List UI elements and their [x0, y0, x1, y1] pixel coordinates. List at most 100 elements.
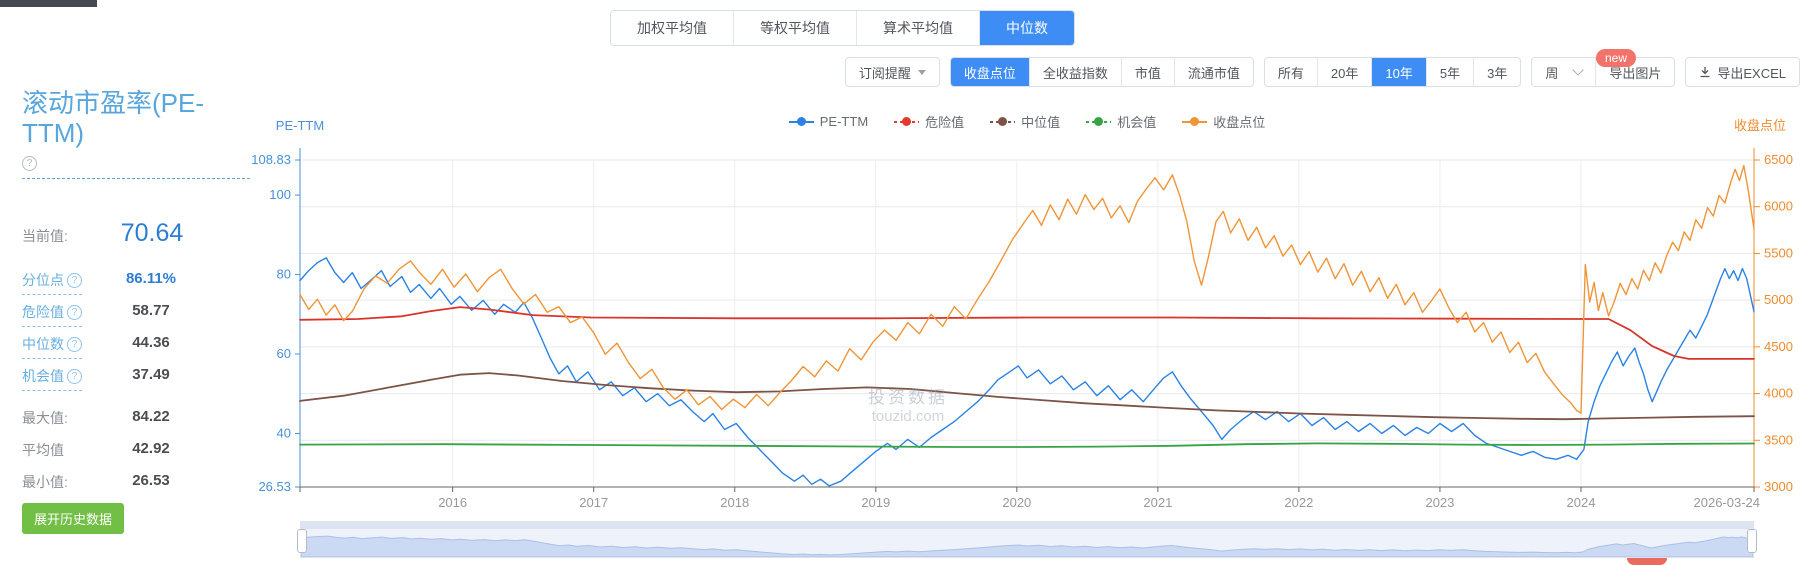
top-left-fragment	[0, 0, 97, 7]
stat-row-opportunity: 机会值? 37.49	[22, 359, 262, 391]
svg-text:4000: 4000	[1764, 386, 1793, 401]
svg-text:2016: 2016	[438, 495, 467, 510]
help-icon[interactable]: ?	[67, 368, 82, 384]
brush-area	[300, 535, 1754, 558]
legend-label: 中位值	[1021, 115, 1061, 130]
stat-label-max: 最大值:	[22, 410, 68, 426]
gridlines	[300, 159, 1754, 487]
range-button-group: 所有 20年 10年 5年 3年	[1263, 57, 1522, 87]
range-3y-button[interactable]: 3年	[1473, 58, 1520, 86]
svg-text:2021: 2021	[1143, 495, 1172, 510]
legend-item-pe-ttm[interactable]: PE-TTM	[788, 114, 868, 129]
opportunity-value: 37.49	[132, 366, 170, 383]
chart-legend: PE-TTM 危险值 中位值 机会值 收盘点位	[300, 112, 1754, 131]
legend-marker-icon	[1182, 117, 1208, 126]
stat-row-current: 当前值: 70.64	[22, 219, 262, 263]
range-all-button[interactable]: 所有	[1277, 65, 1304, 81]
new-badge: new	[1595, 49, 1636, 67]
stat-label-danger[interactable]: 危险值?	[22, 302, 82, 327]
series-pe-ttm	[299, 257, 1755, 487]
export-excel-button[interactable]: 导出EXCEL	[1685, 57, 1800, 87]
help-icon[interactable]: ?	[22, 156, 37, 171]
legend-label: 危险值	[925, 115, 965, 130]
series-close-index	[299, 164, 1755, 414]
stat-label-min: 最小值:	[22, 474, 68, 490]
current-value: 70.64	[120, 219, 184, 247]
stat-label-median[interactable]: 中位数?	[22, 334, 82, 359]
stat-row-min: 最小值: 26.53	[22, 465, 262, 497]
average-type-tabs: 加权平均值 等权平均值 算术平均值 中位数	[610, 10, 1075, 46]
svg-text:80: 80	[277, 267, 291, 282]
subscribe-alert-button[interactable]: 订阅提醒	[844, 57, 940, 87]
legend-label: 收盘点位	[1213, 115, 1266, 130]
legend-item-close-index[interactable]: 收盘点位	[1182, 112, 1265, 131]
tab-weighted-average[interactable]: 加权平均值	[637, 20, 707, 36]
svg-text:6000: 6000	[1764, 199, 1793, 214]
svg-text:2022: 2022	[1284, 495, 1313, 510]
metric-market-cap-button[interactable]: 市值	[1120, 58, 1174, 86]
freq-export-group: 周 导出图片	[1531, 57, 1676, 87]
range-5y-button[interactable]: 5年	[1425, 58, 1473, 86]
tab-equal-weight-average[interactable]: 等权平均值	[733, 11, 856, 45]
legend-item-opportunity[interactable]: 机会值	[1086, 112, 1156, 131]
legend-item-median[interactable]: 中位值	[990, 112, 1060, 131]
metric-float-cap-button[interactable]: 流通市值	[1173, 58, 1253, 86]
brush-handle-left[interactable]	[297, 528, 307, 553]
svg-text:2017: 2017	[579, 495, 608, 510]
brush-handle-right[interactable]	[1747, 528, 1757, 553]
metric-close-point-button[interactable]: 收盘点位	[950, 58, 1029, 86]
svg-text:2024: 2024	[1567, 495, 1596, 510]
range-20y-button[interactable]: 20年	[1316, 58, 1371, 86]
tab-arithmetic-average[interactable]: 算术平均值	[856, 11, 979, 45]
download-icon	[1699, 66, 1711, 78]
svg-text:3000: 3000	[1764, 479, 1793, 494]
stat-row-max: 最大值: 84.22	[22, 401, 262, 433]
frequency-label: 周	[1545, 65, 1559, 81]
max-value: 84.22	[132, 408, 170, 425]
legend-item-danger[interactable]: 危险值	[894, 112, 964, 131]
stat-row-percentile: 分位点? 86.11%	[22, 263, 262, 295]
median-value: 44.36	[132, 334, 170, 351]
export-excel-label: 导出EXCEL	[1717, 65, 1786, 81]
legend-label: 机会值	[1117, 115, 1157, 130]
stat-label-percentile[interactable]: 分位点?	[22, 270, 82, 295]
min-value: 26.53	[132, 472, 170, 489]
export-image-button[interactable]: 导出图片	[1595, 58, 1674, 86]
help-icon[interactable]: ?	[67, 304, 82, 320]
svg-text:3500: 3500	[1764, 432, 1793, 447]
avg-value: 42.92	[132, 440, 170, 457]
help-icon[interactable]: ?	[67, 336, 82, 352]
tab-median[interactable]: 中位数	[979, 11, 1074, 45]
subscribe-alert-label: 订阅提醒	[858, 65, 911, 81]
svg-text:2019: 2019	[861, 495, 890, 510]
stat-label-opportunity[interactable]: 机会值?	[22, 366, 82, 391]
danger-value: 58.77	[132, 302, 170, 319]
range-10y-button[interactable]: 10年	[1371, 58, 1426, 86]
legend-marker-icon	[990, 117, 1016, 126]
svg-text:2026-03-24: 2026-03-24	[1694, 495, 1761, 510]
legend-marker-icon	[1086, 117, 1112, 126]
metric-total-return-button[interactable]: 全收益指数	[1028, 58, 1121, 86]
percentile-value: 86.11%	[125, 270, 177, 287]
datazoom-brush[interactable]	[297, 521, 1757, 558]
svg-text:5500: 5500	[1764, 245, 1793, 260]
series-danger	[299, 306, 1755, 360]
help-icon[interactable]: ?	[67, 272, 82, 288]
svg-text:2018: 2018	[720, 495, 749, 510]
legend-marker-icon	[894, 117, 920, 126]
chart-toolbar: new 订阅提醒 收盘点位 全收益指数 市值 流通市值 所有 20年 10年 5…	[844, 49, 1800, 87]
metric-button-group: 收盘点位 全收益指数 市值 流通市值	[949, 57, 1254, 87]
divider	[22, 178, 250, 179]
frequency-select[interactable]: 周	[1532, 58, 1595, 86]
legend-marker-icon	[788, 117, 814, 126]
stat-row-median: 中位数? 44.36	[22, 327, 262, 359]
svg-text:40: 40	[277, 425, 291, 440]
expand-history-button[interactable]: 展开历史数据	[22, 503, 125, 534]
svg-text:2023: 2023	[1425, 495, 1454, 510]
svg-text:2020: 2020	[1002, 495, 1031, 510]
page-title: 滚动市盈率(PE-TTM)	[22, 88, 205, 148]
axes	[299, 148, 1755, 488]
svg-text:6500: 6500	[1764, 152, 1793, 167]
